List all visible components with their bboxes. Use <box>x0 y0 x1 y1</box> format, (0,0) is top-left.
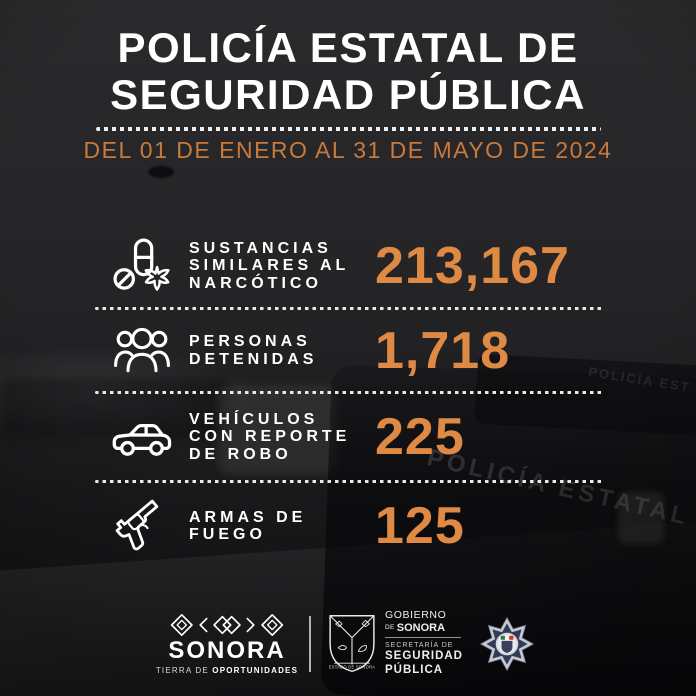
government-divider <box>384 637 461 639</box>
page-title-line1: POLICÍA ESTATAL DE <box>117 24 579 71</box>
police-star-badge-icon <box>479 616 535 672</box>
page-title-line2: SEGURIDAD PÚBLICA <box>110 71 586 118</box>
stat-label-line: SIMILARES AL <box>189 257 350 275</box>
stat-dotted-divider <box>95 480 605 483</box>
stat-row-detained-persons: PERSONAS DETENIDAS 1,718 <box>95 311 626 390</box>
stat-value-narcotics: 213,167 <box>375 237 570 295</box>
stat-label: PERSONAS DETENIDAS <box>189 333 375 368</box>
stat-label-line: SUSTANCIAS <box>189 239 332 257</box>
stat-value-firearms: 125 <box>375 497 465 555</box>
stat-row-narcotics: SUSTANCIAS SIMILARES AL NARCÓTICO 213,16… <box>95 226 626 306</box>
stat-label-line: VEHÍCULOS <box>189 410 319 428</box>
shield-caption-text: ESTADO DE SONORA <box>329 665 376 670</box>
stat-label-line: DETENIDAS <box>189 350 318 368</box>
stat-row-stolen-vehicles: VEHÍCULOS CON REPORTE DE ROBO 225 <box>95 395 626 479</box>
footer-logos: SONORA TIERRA DE OPORTUNIDADES ESTADO DE… <box>0 602 696 686</box>
stat-label-line: PERSONAS <box>189 333 311 350</box>
stat-label-line: CON REPORTE <box>189 428 351 446</box>
de-sonora-label: DE SONORA <box>385 622 463 635</box>
sonora-tagline: TIERRA DE OPORTUNIDADES <box>156 666 298 675</box>
stat-row-firearms: ARMAS DE FUEGO 125 <box>95 484 626 568</box>
stolen-vehicle-icon <box>95 416 189 458</box>
sonora-diamond-pattern-icon <box>170 614 284 637</box>
background-white-truck-silhouette <box>218 386 336 474</box>
stat-value-vehicles: 225 <box>375 408 465 466</box>
stat-label: ARMAS DE FUEGO <box>189 509 375 544</box>
gobierno-label: GOBIERNO <box>384 609 447 622</box>
stat-label-line: NARCÓTICO <box>189 274 322 292</box>
stat-label: VEHÍCULOS CON REPORTE DE ROBO <box>189 411 375 464</box>
sonora-coat-of-arms-icon: ESTADO DE SONORA <box>329 615 376 673</box>
detained-persons-icon <box>95 327 189 375</box>
date-range-subtitle: DEL 01 DE ENERO AL 31 DE MAYO DE 2024 <box>83 137 613 163</box>
stat-dotted-divider <box>95 307 605 310</box>
de-label: DE <box>384 623 397 631</box>
sonora-logo: SONORA TIERRA DE OPORTUNIDADES <box>156 613 297 675</box>
background-convoy-silhouette <box>0 378 230 438</box>
footer-vertical-divider <box>308 616 311 672</box>
sonora-tagline-prefix: TIERRA DE <box>155 665 213 675</box>
background-helicopter-silhouette <box>148 166 174 178</box>
page-title: POLICÍA ESTATAL DE SEGURIDAD PÚBLICA <box>0 24 696 118</box>
stat-value-detained: 1,718 <box>375 321 511 380</box>
firearms-icon <box>95 493 189 559</box>
sonora-wordmark: SONORA <box>168 637 286 665</box>
stat-label-line: FUEGO <box>189 526 266 543</box>
publica-label: PÚBLICA <box>384 664 444 677</box>
title-dotted-divider <box>96 127 601 131</box>
secretaria-label: SECRETARÍA DE <box>384 642 454 650</box>
stat-label-line: ARMAS DE <box>189 508 307 526</box>
narcotic-substances-icon <box>95 238 189 294</box>
sonora-label: SONORA <box>396 621 446 634</box>
government-logo: ESTADO DE SONORA GOBIERNO DE SONORA SECR… <box>327 610 463 678</box>
stat-dotted-divider <box>95 391 605 394</box>
seguridad-label: SEGURIDAD <box>384 650 463 663</box>
government-text: GOBIERNO DE SONORA SECRETARÍA DE SEGURID… <box>384 609 463 678</box>
background-sky-glow <box>0 330 360 460</box>
stat-label: SUSTANCIAS SIMILARES AL NARCÓTICO <box>189 240 375 293</box>
background-truck-headlight <box>618 492 664 544</box>
stat-label-line: DE ROBO <box>189 445 292 463</box>
sonora-tagline-bold: OPORTUNIDADES <box>212 665 299 675</box>
